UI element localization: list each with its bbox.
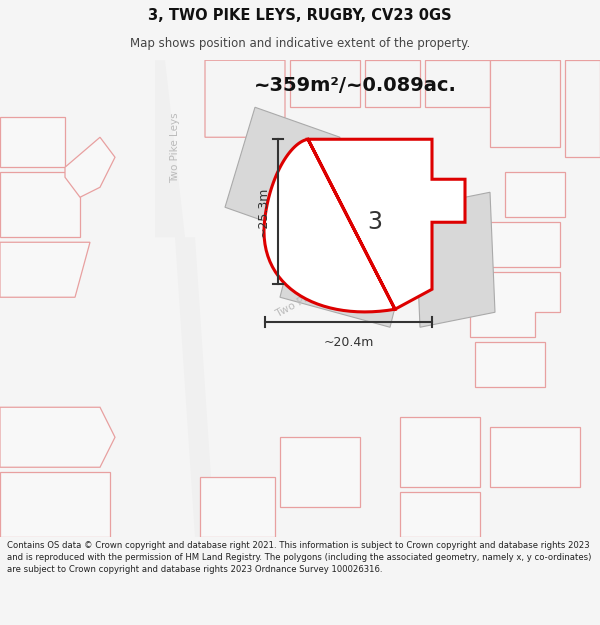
- Polygon shape: [205, 60, 285, 138]
- Text: Contains OS data © Crown copyright and database right 2021. This information is : Contains OS data © Crown copyright and d…: [7, 541, 592, 574]
- Polygon shape: [200, 478, 275, 538]
- Polygon shape: [290, 60, 360, 108]
- Text: ~359m²/~0.089ac.: ~359m²/~0.089ac.: [254, 76, 457, 95]
- Text: Two Pike Leys: Two Pike Leys: [170, 112, 180, 182]
- Text: ~20.4m: ~20.4m: [323, 336, 374, 349]
- Text: Two Pike Leys: Two Pike Leys: [274, 275, 346, 319]
- Polygon shape: [425, 60, 490, 108]
- Polygon shape: [0, 242, 90, 298]
- Polygon shape: [475, 342, 545, 388]
- Polygon shape: [280, 438, 360, 508]
- Text: Map shows position and indicative extent of the property.: Map shows position and indicative extent…: [130, 37, 470, 50]
- Polygon shape: [490, 222, 560, 268]
- Polygon shape: [0, 472, 110, 538]
- Polygon shape: [0, 173, 80, 238]
- Polygon shape: [505, 173, 565, 218]
- Polygon shape: [280, 177, 420, 328]
- Polygon shape: [490, 60, 560, 148]
- Polygon shape: [470, 272, 560, 338]
- Polygon shape: [0, 408, 115, 468]
- Polygon shape: [264, 139, 465, 312]
- Polygon shape: [225, 107, 340, 238]
- Polygon shape: [400, 492, 480, 538]
- Polygon shape: [65, 138, 115, 198]
- Polygon shape: [0, 118, 65, 168]
- Polygon shape: [365, 60, 420, 108]
- Polygon shape: [490, 428, 580, 488]
- Text: 3, TWO PIKE LEYS, RUGBY, CV23 0GS: 3, TWO PIKE LEYS, RUGBY, CV23 0GS: [148, 8, 452, 22]
- Text: ~25.3m: ~25.3m: [257, 186, 270, 237]
- Polygon shape: [415, 192, 495, 328]
- Text: 3: 3: [367, 210, 383, 234]
- Polygon shape: [565, 60, 600, 158]
- Polygon shape: [155, 60, 215, 538]
- Polygon shape: [400, 418, 480, 488]
